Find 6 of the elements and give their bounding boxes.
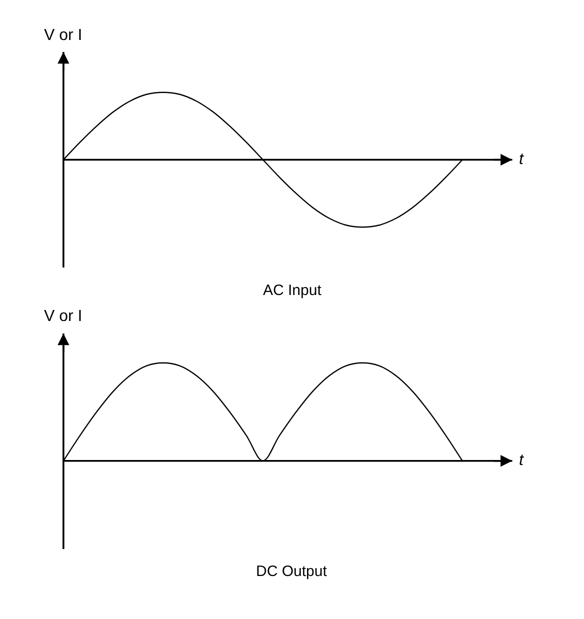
text: DC Output: [256, 563, 328, 580]
y-axis-title: V or I: [44, 308, 82, 325]
text: AC Input: [263, 282, 322, 299]
y-axis-title: V or I: [44, 27, 82, 44]
x-axis-title: t: [519, 452, 524, 469]
x-axis-title: t: [519, 151, 524, 168]
